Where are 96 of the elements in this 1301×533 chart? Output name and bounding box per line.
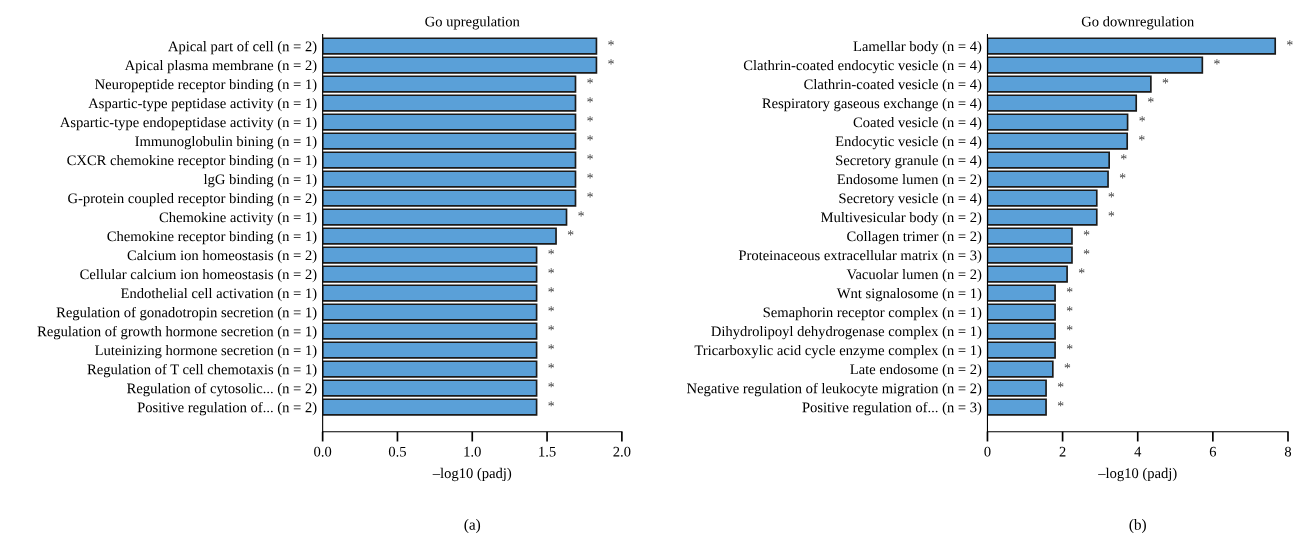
data-label: * <box>548 268 554 274</box>
data-label: * <box>1066 287 1073 293</box>
data-label: * <box>587 116 593 122</box>
data-label: * <box>587 97 593 103</box>
data-label: * <box>1139 116 1145 122</box>
y-tick-label: Coated vesicle (n = 4) <box>853 116 982 131</box>
chart-title: Go upregulation <box>425 16 520 30</box>
y-tick-label: Luteinizing hormone secretion (n = 1) <box>95 344 317 359</box>
data-label: * <box>587 173 593 179</box>
chart-title: Go downregulation <box>1081 16 1194 30</box>
data-label: * <box>1214 59 1220 65</box>
y-tick-label: Aspartic-type endopeptidase activity (n = 1) <box>59 116 317 131</box>
y-tick-label: Lamellar body (n = 4) <box>853 40 982 55</box>
y-tick-label: Vacuolar lumen (n = 2) <box>846 268 982 283</box>
y-tick-label: CXCR chemokine receptor binding (n = 1) <box>67 154 317 169</box>
y-tick-label: Proteinaceous extracellular matrix (n = 3) <box>738 249 982 264</box>
data-label: * <box>548 325 554 331</box>
data-label: * <box>578 211 584 217</box>
data-label: * <box>1148 97 1154 103</box>
y-tick-label: Collagen trimer (n = 2) <box>847 230 982 245</box>
data-label: * <box>587 192 593 198</box>
y-tick-label: Chemokine receptor binding (n = 1) <box>107 230 317 245</box>
y-tick-label: Immunoglobulin bining (n = 1) <box>135 135 317 150</box>
data-label: * <box>548 363 554 369</box>
data-label: * <box>1066 306 1073 312</box>
y-tick-label: Secretory vesicle (n = 4) <box>839 192 982 207</box>
y-tick-label: Positive regulation of... (n = 3) <box>802 401 982 416</box>
y-tick-label: Regulation of gonadotropin secretion (n = 1) <box>56 306 317 321</box>
y-tick-label: Apical part of cell (n = 2) <box>168 40 317 55</box>
y-tick-label: Negative regulation of leukocyte migration (n = 2) <box>686 382 982 397</box>
data-label: * <box>587 135 593 141</box>
data-label: * <box>548 382 554 388</box>
y-tick-label: Neuropeptide receptor binding (n = 1) <box>95 78 317 93</box>
y-tick-label: lgG binding (n = 1) <box>203 173 317 188</box>
data-label: * <box>1083 249 1090 255</box>
x-tick-label: 2 <box>1059 446 1066 457</box>
data-label: * <box>1066 325 1073 331</box>
x-axis-title: –log10 (padj) <box>1098 467 1177 482</box>
x-tick-label: 1.0 <box>464 446 481 457</box>
data-label: * <box>548 401 554 407</box>
x-tick-label: 0 <box>984 446 991 457</box>
y-tick-label: Clathrin-coated vesicle (n = 4) <box>804 78 982 93</box>
data-label: * <box>1119 173 1126 179</box>
text: (b) <box>1129 519 1146 533</box>
data-label: * <box>567 230 574 236</box>
data-label: * <box>1108 211 1115 217</box>
y-tick-label: Calcium ion homeostasis (n = 2) <box>127 249 317 264</box>
data-label: * <box>548 287 554 293</box>
text: (a) <box>464 519 481 533</box>
y-tick-label: Endosome lumen (n = 2) <box>837 173 982 188</box>
y-tick-label: Wnt signalosome (n = 1) <box>836 287 982 302</box>
data-label: * <box>1057 382 1064 388</box>
data-label: * <box>548 344 554 350</box>
y-tick-label: Regulation of cytosolic... (n = 2) <box>127 382 317 397</box>
data-label: * <box>1287 40 1293 46</box>
data-label: * <box>608 59 614 65</box>
data-label: * <box>1066 344 1073 350</box>
data-label: * <box>1108 192 1115 198</box>
data-label: * <box>1120 154 1127 160</box>
data-label: * <box>1078 268 1085 274</box>
x-tick-label: 2.0 <box>613 446 631 457</box>
x-tick-label: 4 <box>1134 446 1142 457</box>
data-label: * <box>1064 363 1071 369</box>
data-label: * <box>608 40 614 46</box>
x-tick-label: 8 <box>1284 446 1292 457</box>
data-label: * <box>548 306 554 312</box>
data-label: * <box>1162 78 1169 84</box>
data-label: * <box>587 154 593 160</box>
data-label: * <box>548 249 554 255</box>
y-tick-label: Dihydrolipoyl dehydrogenase complex (n = 1) <box>711 325 982 340</box>
y-tick-label: Chemokine activity (n = 1) <box>159 211 317 226</box>
y-tick-label: Secretory granule (n = 4) <box>836 154 982 169</box>
y-tick-label: Late endosome (n = 2) <box>850 363 982 378</box>
y-tick-label: Clathrin-coated endocytic vesicle (n = 4) <box>743 59 982 74</box>
data-label: * <box>587 78 593 84</box>
y-tick-label: Cellular calcium ion homeostasis (n = 2) <box>80 268 317 283</box>
data-label: * <box>1083 230 1090 236</box>
x-tick-label: 0.0 <box>314 446 332 457</box>
y-tick-label: Regulation of growth hormone secretion (n = 1) <box>37 325 317 340</box>
y-tick-label: Endothelial cell activation (n = 1) <box>120 287 317 302</box>
x-axis-title: –log10 (padj) <box>432 467 512 482</box>
y-tick-label: Apical plasma membrane (n = 2) <box>124 59 317 74</box>
data-label: * <box>1139 135 1145 141</box>
y-tick-label: Regulation of T cell chemotaxis (n = 1) <box>87 363 317 378</box>
y-tick-label: Aspartic-type peptidase activity (n = 1) <box>88 97 317 112</box>
x-tick-label: 6 <box>1209 446 1217 457</box>
y-tick-label: Endocytic vesicle (n = 4) <box>835 135 982 150</box>
x-tick-label: 0.5 <box>388 446 406 457</box>
y-tick-label: Respiratory gaseous exchange (n = 4) <box>762 97 982 112</box>
x-tick-label: 1.5 <box>539 446 556 457</box>
data-label: * <box>1057 401 1064 407</box>
y-tick-label: Multivesicular body (n = 2) <box>821 211 982 226</box>
y-tick-label: Semaphorin receptor complex (n = 1) <box>763 306 982 321</box>
y-tick-label: Tricarboxylic acid cycle enzyme complex (n = 1) <box>694 344 982 359</box>
y-tick-label: G-protein coupled receptor binding (n = 2) <box>68 192 317 207</box>
y-tick-label: Positive regulation of... (n = 2) <box>137 401 317 416</box>
